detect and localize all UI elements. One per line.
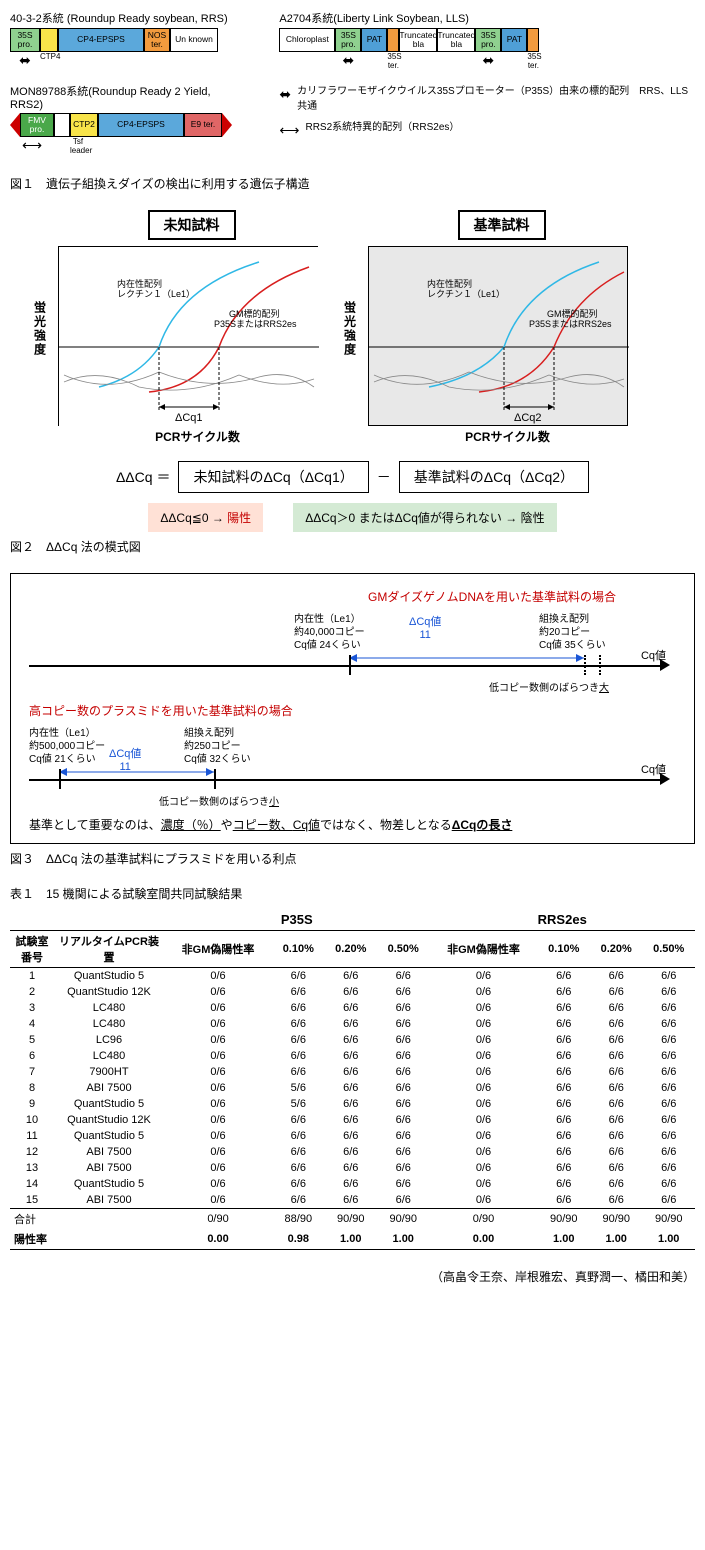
table-row: 2QuantStudio 12K0/66/66/66/60/66/66/66/6 <box>10 984 695 1000</box>
fig3-case2-title: 高コピー数のプラスミドを用いた基準試料の場合 <box>29 702 676 719</box>
authors: （高畠令王奈、岸根雅宏、真野潤一、橘田和美） <box>10 1268 695 1285</box>
legend-arrow-solid-icon: ⬌ <box>279 84 291 105</box>
box-pat: PAT <box>361 28 387 52</box>
box-e9: E9 ter. <box>184 113 222 137</box>
tbl1-caption: 表１ 15 機関による試験室間共同試験結果 <box>10 885 695 902</box>
box-pat2: PAT <box>501 28 527 52</box>
table-row: 3LC4800/66/66/66/60/66/66/66/6 <box>10 1000 695 1016</box>
box-ctp4 <box>40 28 58 52</box>
table-rate: 陽性率0.000.981.001.000.001.001.001.00 <box>10 1229 695 1250</box>
results-table: P35S RRS2es 試験室番号 リアルタイムPCR装置 非GM偽陽性率 0.… <box>10 910 695 1250</box>
pcr-panel-reference: 基準試料 蛍光強度 内在性配列 レクチン１（Le1） GM標的配列 P35Sまた… <box>368 210 648 445</box>
svg-text:内在性配列: 内在性配列 <box>427 278 472 289</box>
fig2-caption: 図２ ΔΔCq 法の模式図 <box>10 538 695 555</box>
tri-right <box>222 113 232 137</box>
pcr-panel-unknown: 未知試料 蛍光強度 内在性配列 レクチン１（Le1） GM標的配列 P35Sまた… <box>58 210 338 445</box>
construct-rrs: 40-3-2系統 (Roundup Ready soybean, RRS) 35… <box>10 10 239 69</box>
arrow-solid-2: ⬌ <box>335 52 361 70</box>
table-row: 15ABI 75000/66/66/66/60/66/66/66/6 <box>10 1192 695 1209</box>
box-cp4epsps: CP4-EPSPS <box>58 28 144 52</box>
svg-text:GM標的配列: GM標的配列 <box>547 308 598 319</box>
fig3-caption: 図３ ΔΔCq 法の基準試料にプラスミドを用いる利点 <box>10 850 695 867</box>
table-row: 77900HT0/66/66/66/60/66/66/66/6 <box>10 1064 695 1080</box>
construct-lls: A2704系統(Liberty Link Soybean, LLS) Chlor… <box>279 10 695 70</box>
box-nos: NOS ter. <box>144 28 170 52</box>
box-35ster2 <box>527 28 539 52</box>
table-row: 14QuantStudio 50/66/66/66/60/66/66/66/6 <box>10 1176 695 1192</box>
axis-case1: 内在性（Le1） 約40,000コピー Cq値 24くらい 組換え配列 約20コ… <box>29 613 676 688</box>
svg-text:P35SまたはRRS2es: P35SまたはRRS2es <box>214 319 297 329</box>
construct-rrs2: MON89788系統(Roundup Ready 2 Yield, RRS2) … <box>10 83 239 155</box>
tri-left <box>10 113 20 137</box>
box-35s-2: 35S pro. <box>335 28 361 52</box>
figure-1: 40-3-2系統 (Roundup Ready soybean, RRS) 35… <box>10 10 695 192</box>
svg-text:レクチン１（Le1）: レクチン１（Le1） <box>117 289 195 299</box>
table-row: 10QuantStudio 12K0/66/66/66/60/66/66/66/… <box>10 1112 695 1128</box>
figure-3: GMダイズゲノムDNAを用いた基準試料の場合 内在性（Le1） 約40,000コ… <box>10 573 695 867</box>
table-row: 4LC4800/66/66/66/60/66/66/66/6 <box>10 1016 695 1032</box>
box-tbla2: Truncated bla <box>437 28 475 52</box>
fig3-case1-title: GMダイズゲノムDNAを用いた基準試料の場合 <box>29 588 676 605</box>
table-row: 8ABI 75000/65/66/66/60/66/66/66/6 <box>10 1080 695 1096</box>
svg-text:内在性配列: 内在性配列 <box>117 278 162 289</box>
box-tsf <box>54 113 70 137</box>
fig3-summary: 基準として重要なのは、濃度（％）やコピー数、Cq値ではなく、物差しとなるΔCqの… <box>29 816 676 833</box>
axis-case2: 内在性（Le1） 約500,000コピー Cq値 21くらい 組換え配列 約25… <box>29 727 676 802</box>
svg-text:P35SまたはRRS2es: P35SまたはRRS2es <box>529 319 612 329</box>
table-row: 9QuantStudio 50/65/66/66/60/66/66/66/6 <box>10 1096 695 1112</box>
table-1: 表１ 15 機関による試験室間共同試験結果 P35S RRS2es 試験室番号 … <box>10 885 695 1250</box>
box-35ster <box>387 28 399 52</box>
fig1-legend: ⬌カリフラワーモザイクウイルス35Sプロモーター（P35S）由来の標的配列 RR… <box>279 84 695 141</box>
table-row: 1QuantStudio 50/66/66/66/60/66/66/66/6 <box>10 968 695 985</box>
legend-arrow-outline-icon: ⟷ <box>279 120 299 141</box>
arrow-solid-3: ⬌ <box>475 52 501 70</box>
svg-text:レクチン１（Le1）: レクチン１（Le1） <box>427 289 505 299</box>
table-row: 13ABI 75000/66/66/66/60/66/66/66/6 <box>10 1160 695 1176</box>
arrow-outline: ⟷ <box>20 137 44 155</box>
table-row: 11QuantStudio 50/66/66/66/60/66/66/66/6 <box>10 1128 695 1144</box>
svg-text:ΔCq1: ΔCq1 <box>175 412 203 424</box>
box-unknown: Un known <box>170 28 218 52</box>
box-cp4epsps2: CP4-EPSPS <box>98 113 184 137</box>
box-chloroplast: Chloroplast <box>279 28 335 52</box>
fig1-caption: 図１ 遺伝子組換えダイズの検出に利用する遺伝子構造 <box>10 175 695 192</box>
box-ctp2: CTP2 <box>70 113 98 137</box>
box-tbla1: Truncated bla <box>399 28 437 52</box>
table-row: 6LC4800/66/66/66/60/66/66/66/6 <box>10 1048 695 1064</box>
table-row: 5LC960/66/66/66/60/66/66/66/6 <box>10 1032 695 1048</box>
result-conditions: ΔΔCq≦0 → 陽性 ΔΔCq＞0 またはΔCq値が得られない → 陰性 <box>10 503 695 532</box>
equation: ΔΔCq ＝ 未知試料のΔCq（ΔCq1） － 基準試料のΔCq（ΔCq2） <box>10 461 695 493</box>
box-35s-3: 35S pro. <box>475 28 501 52</box>
svg-text:GM標的配列: GM標的配列 <box>229 308 280 319</box>
pcr-chart-unknown: 内在性配列 レクチン１（Le1） GM標的配列 P35SまたはRRS2es ΔC… <box>58 246 318 426</box>
pcr-chart-reference: 内在性配列 レクチン１（Le1） GM標的配列 P35SまたはRRS2es ΔC… <box>368 246 628 426</box>
box-fmv: FMV pro. <box>20 113 54 137</box>
arrow-solid: ⬌ <box>10 52 40 69</box>
table-total: 合計0/9088/9090/9090/900/9090/9090/9090/90 <box>10 1209 695 1230</box>
table-row: 12ABI 75000/66/66/66/60/66/66/66/6 <box>10 1144 695 1160</box>
figure-2: 未知試料 蛍光強度 内在性配列 レクチン１（Le1） GM標的配列 P35Sまた… <box>10 210 695 555</box>
svg-text:ΔCq2: ΔCq2 <box>514 412 542 424</box>
box-35s: 35S pro. <box>10 28 40 52</box>
